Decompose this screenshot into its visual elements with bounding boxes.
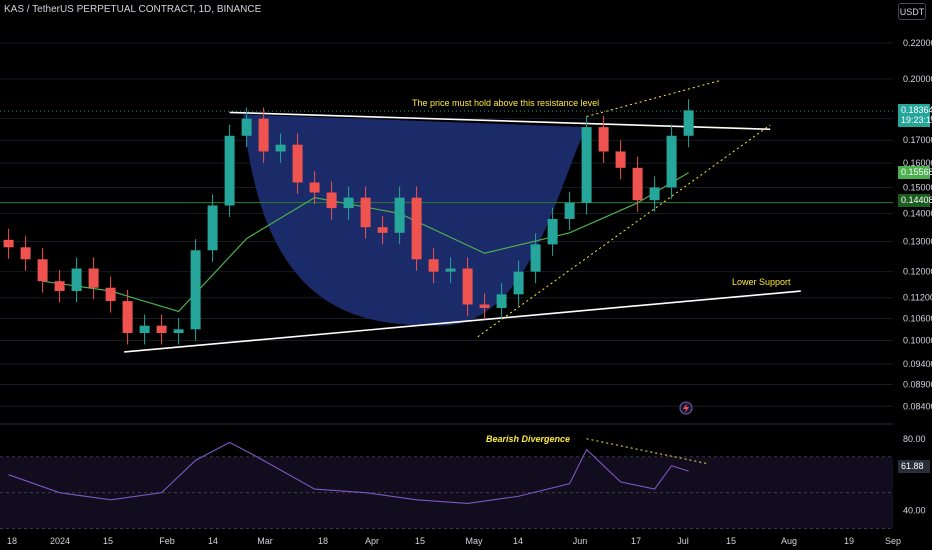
- candle: [394, 186, 405, 245]
- candle: [207, 194, 218, 262]
- candle: [666, 124, 677, 199]
- candle: [258, 107, 269, 163]
- candle: [479, 293, 490, 320]
- candle: [462, 257, 473, 316]
- level-price-label: 0.14408: [898, 194, 932, 207]
- symbol-title: KAS / TetherUS PERPETUAL CONTRACT, 1D, B…: [4, 4, 262, 15]
- candle: [513, 260, 524, 306]
- resistance-annotation: The price must hold above this resistanc…: [412, 98, 599, 108]
- time-tick-label: 14: [513, 536, 523, 546]
- time-axis: 18 2024 15 Feb 14 Mar 18 Apr 15 May 14 Jun 17 Jul 15 Au…: [7, 536, 901, 546]
- price-tick-label: 0.11200: [903, 293, 932, 303]
- time-tick-label: Aug: [781, 536, 797, 546]
- candle: [224, 124, 235, 217]
- candle: [88, 257, 99, 300]
- time-tick-label: Sep: [885, 536, 901, 546]
- candle: [326, 181, 337, 220]
- candle: [649, 176, 660, 212]
- candle: [3, 228, 14, 259]
- candle: [683, 99, 694, 148]
- time-tick-label: 18: [7, 536, 17, 546]
- countdown-label: 19:23:12: [898, 114, 932, 127]
- rsi-tick-label: 40.00: [903, 506, 926, 516]
- time-tick-label: 2024: [50, 536, 70, 546]
- candle: [173, 318, 184, 345]
- rsi-value-label: 61.88: [898, 460, 930, 473]
- divergence-trendline[interactable]: [586, 438, 710, 465]
- time-tick-label: 14: [208, 536, 218, 546]
- rsi-tick-label: 80.00: [903, 434, 926, 444]
- time-tick-label: Apr: [365, 536, 379, 546]
- candle: [309, 171, 320, 205]
- time-tick-label: Jul: [677, 536, 689, 546]
- candle: [190, 239, 201, 341]
- candle: [411, 186, 422, 271]
- candle: [360, 186, 371, 239]
- time-tick-label: May: [465, 536, 483, 546]
- time-tick-label: 19: [844, 536, 854, 546]
- unit-badge[interactable]: USDT: [898, 3, 926, 20]
- time-tick-label: 15: [726, 536, 736, 546]
- candle: [530, 233, 541, 284]
- candle: [343, 186, 354, 220]
- candle: [496, 283, 507, 320]
- candle: [54, 270, 65, 303]
- candle: [547, 207, 558, 256]
- candle: [632, 156, 643, 212]
- candle: [37, 248, 48, 293]
- candle: [598, 115, 609, 163]
- candle: [275, 133, 286, 163]
- time-tick-label: 15: [103, 536, 113, 546]
- rsi-pane: [0, 438, 893, 529]
- last-price-label: 0.18364: [898, 104, 932, 117]
- time-tick-label: 15: [415, 536, 425, 546]
- bolt-icon[interactable]: [679, 401, 693, 415]
- trendlines: [0, 80, 893, 353]
- resistance-trendline[interactable]: [229, 111, 771, 131]
- candle: [241, 107, 252, 148]
- rsi-axis: 80.00 40.00: [903, 434, 926, 516]
- time-tick-label: 18: [318, 536, 328, 546]
- time-tick-label: 17: [631, 536, 641, 546]
- rsi-line: [8, 441, 689, 504]
- moving-average-line: [42, 172, 689, 313]
- ma-price-label: 0.15568: [898, 166, 932, 179]
- candle: [292, 133, 303, 194]
- time-tick-label: Jun: [573, 536, 588, 546]
- rising-dotted-trendline[interactable]: [477, 124, 771, 338]
- divergence-annotation: Bearish Divergence: [486, 434, 570, 444]
- time-tick-label: Feb: [159, 536, 175, 546]
- candle: [377, 216, 388, 245]
- price-tick-label: 0.08400: [903, 401, 932, 411]
- candle: [428, 248, 439, 284]
- candle: [122, 289, 133, 345]
- candle: [156, 314, 167, 345]
- candle: [581, 115, 592, 215]
- candle: [105, 276, 116, 313]
- candle: [615, 140, 626, 180]
- support-trendline[interactable]: [124, 290, 801, 353]
- candle: [139, 314, 150, 345]
- candle: [445, 257, 456, 284]
- candles: [3, 99, 694, 345]
- candle: [564, 191, 575, 231]
- support-annotation: Lower Support: [732, 277, 791, 287]
- time-tick-label: Mar: [257, 536, 273, 546]
- candle: [20, 236, 31, 271]
- candle: [71, 257, 82, 303]
